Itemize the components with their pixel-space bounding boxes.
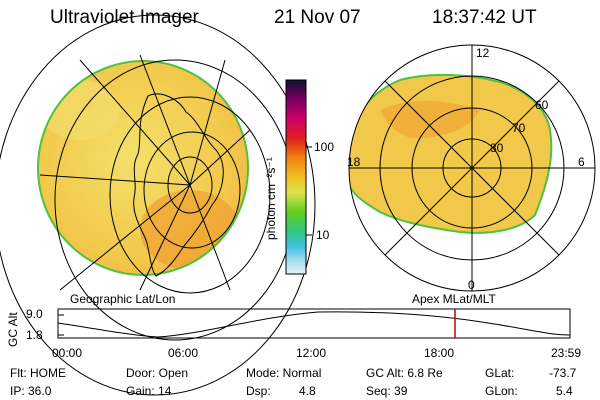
colorbar-tick-100: 100	[314, 140, 335, 154]
altitude-plot	[57, 308, 571, 339]
image-date: 21 Nov 07	[274, 7, 361, 28]
status-ip: IP: 36.0	[10, 384, 52, 398]
colorbar-tick-10: 10	[316, 228, 330, 242]
status-door: Door: Open	[126, 366, 189, 380]
altitude-x-tick-0000: 00:00	[52, 346, 83, 360]
colorbar	[285, 79, 312, 275]
status-gain: Gain: 14	[126, 384, 172, 398]
mlt-label-0: 0	[468, 278, 475, 292]
altitude-y-tick-1-8: 1.8	[26, 328, 43, 342]
mlt-label-12: 12	[476, 46, 490, 60]
altitude-x-tick-0600: 06:00	[168, 346, 199, 360]
status-glat-value: -73.7	[549, 366, 577, 380]
left-panel-caption: Geographic Lat/Lon	[70, 292, 176, 306]
altitude-axis-title: GC Alt	[6, 312, 20, 347]
altitude-x-tick-2359: 23:59	[551, 346, 582, 360]
altitude-x-tick-1800: 18:00	[424, 346, 455, 360]
mlat-label-70: 70	[512, 121, 526, 135]
status-mode: Mode: Normal	[246, 366, 322, 380]
image-time: 18:37:42 UT	[432, 7, 537, 28]
status-dsp-value: 4.8	[299, 384, 316, 398]
right-panel-caption: Apex MLat/MLT	[412, 292, 496, 306]
altitude-curve	[57, 311, 571, 338]
status-dsp-label: Dsp:	[246, 384, 271, 398]
status-glon-label: GLon:	[485, 384, 518, 398]
instrument-title: Ultraviolet Imager	[50, 7, 199, 28]
mlt-label-6: 6	[578, 155, 585, 169]
altitude-x-tick-1200: 12:00	[296, 346, 327, 360]
status-flight: Flt: HOME	[10, 366, 66, 380]
status-seq: Seq: 39	[366, 384, 408, 398]
status-gc-alt: GC Alt: 6.8 Re	[366, 366, 443, 380]
altitude-y-tick-9: 9.0	[26, 307, 43, 321]
mlt-label-18: 18	[347, 155, 361, 169]
status-glon-value: 5.4	[556, 384, 573, 398]
status-glat-label: GLat:	[485, 366, 515, 380]
mlat-label-80: 80	[490, 141, 504, 155]
mlat-label-60: 60	[535, 98, 549, 112]
continent-outline	[133, 93, 224, 277]
